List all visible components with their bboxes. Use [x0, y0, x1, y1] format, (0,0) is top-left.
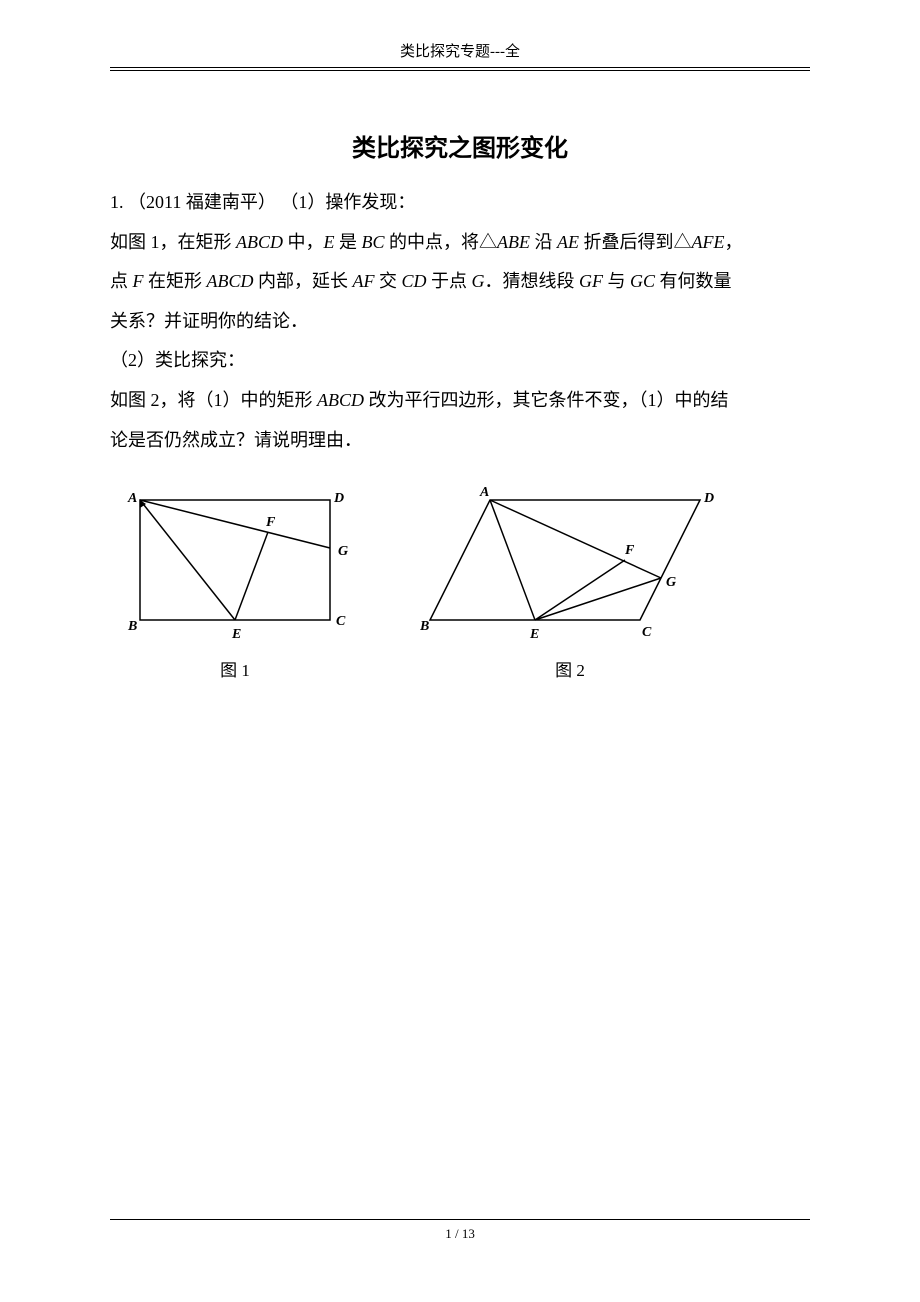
label-c2: C — [642, 625, 652, 640]
text: 沿 — [530, 232, 557, 252]
paragraph-2: 点 F 在矩形 ABCD 内部，延长 AF 交 CD 于点 G．猜想线段 GF … — [110, 262, 810, 302]
text: 于点 — [427, 271, 472, 291]
part1-label: （1）操作发现： — [280, 192, 415, 212]
text: 与 — [603, 271, 630, 291]
paragraph-3: 关系？并证明你的结论． — [110, 302, 810, 342]
header-text: 类比探究专题---全 — [400, 44, 520, 60]
text: 的中点，将△ — [385, 232, 498, 252]
label-b: B — [127, 619, 137, 634]
label-f: F — [265, 515, 276, 530]
var-afe: AFE — [692, 232, 725, 252]
figure-2: A D C B E F G 图 2 — [420, 480, 720, 681]
label-f2: F — [624, 543, 635, 558]
text: 有何数量 — [655, 271, 732, 291]
paragraph-5: 论是否仍然成立？请说明理由． — [110, 421, 810, 461]
var-e: E — [324, 232, 335, 252]
running-header: 类比探究专题---全 — [110, 40, 810, 68]
footer-rule — [110, 1219, 810, 1220]
label-e: E — [231, 627, 241, 642]
label-a2: A — [479, 485, 489, 500]
label-g: G — [338, 544, 348, 559]
text: 在矩形 — [144, 271, 207, 291]
text: 交 — [375, 271, 402, 291]
figure-1: A D C B E F G 图 1 — [110, 480, 360, 681]
text: 点 — [110, 271, 133, 291]
figure-2-caption: 图 2 — [555, 656, 585, 681]
line-ae — [140, 500, 235, 620]
text: 折叠后得到△ — [579, 232, 692, 252]
var-gc: GC — [630, 271, 655, 291]
var-abcd: ABCD — [207, 271, 254, 291]
main-title: 类比探究之图形变化 — [110, 128, 810, 163]
paragraph-1: 如图 1，在矩形 ABCD 中，E 是 BC 的中点，将△ABE 沿 AE 折叠… — [110, 223, 810, 263]
label-d: D — [333, 491, 344, 506]
page: 类比探究专题---全 类比探究之图形变化 1. （2011 福建南平） （1）操… — [0, 0, 920, 1302]
problem-number: 1. — [110, 192, 124, 212]
line-ag — [140, 500, 330, 548]
var-ae: AE — [557, 232, 579, 252]
footer: 1 / 13 — [0, 1219, 920, 1242]
line-eg2 — [535, 578, 661, 620]
problem-source: （2011 福建南平） — [128, 192, 276, 212]
var-abe: ABE — [497, 232, 530, 252]
text: 如图 1，在矩形 — [110, 232, 236, 252]
text: ．猜想线段 — [485, 271, 580, 291]
line-ef2 — [535, 560, 625, 620]
label-a: A — [127, 491, 137, 506]
figure-1-svg: A D C B E F G — [110, 480, 360, 650]
label-c: C — [336, 614, 346, 629]
var-f: F — [133, 271, 144, 291]
var-cd: CD — [402, 271, 427, 291]
rect-abcd — [140, 500, 330, 620]
text: 是 — [335, 232, 362, 252]
var-abcd: ABCD — [317, 390, 364, 410]
figure-2-svg: A D C B E F G — [420, 480, 720, 650]
var-g: G — [472, 271, 485, 291]
page-total: 13 — [462, 1226, 475, 1241]
var-abcd: ABCD — [236, 232, 283, 252]
figure-1-caption: 图 1 — [220, 656, 250, 681]
part2-label: （2）类比探究： — [110, 341, 810, 381]
label-g2: G — [666, 575, 676, 590]
text: 如图 2，将（1）中的矩形 — [110, 390, 317, 410]
var-bc: BC — [362, 232, 385, 252]
label-d2: D — [703, 491, 714, 506]
text: 内部，延长 — [254, 271, 353, 291]
parallelogram-abcd — [430, 500, 700, 620]
figures-row: A D C B E F G 图 1 A — [110, 480, 810, 681]
paragraph-4: 如图 2，将（1）中的矩形 ABCD 改为平行四边形，其它条件不变，（1）中的结 — [110, 381, 810, 421]
line-ef — [235, 532, 268, 620]
var-af: AF — [353, 271, 375, 291]
text: ， — [725, 232, 743, 252]
label-b2: B — [420, 619, 429, 634]
problem-heading: 1. （2011 福建南平） （1）操作发现： — [110, 183, 810, 223]
page-sep: / — [452, 1226, 462, 1241]
var-gf: GF — [579, 271, 603, 291]
text: 改为平行四边形，其它条件不变，（1）中的结 — [364, 390, 729, 410]
label-e2: E — [529, 627, 539, 642]
text: 中， — [283, 232, 324, 252]
